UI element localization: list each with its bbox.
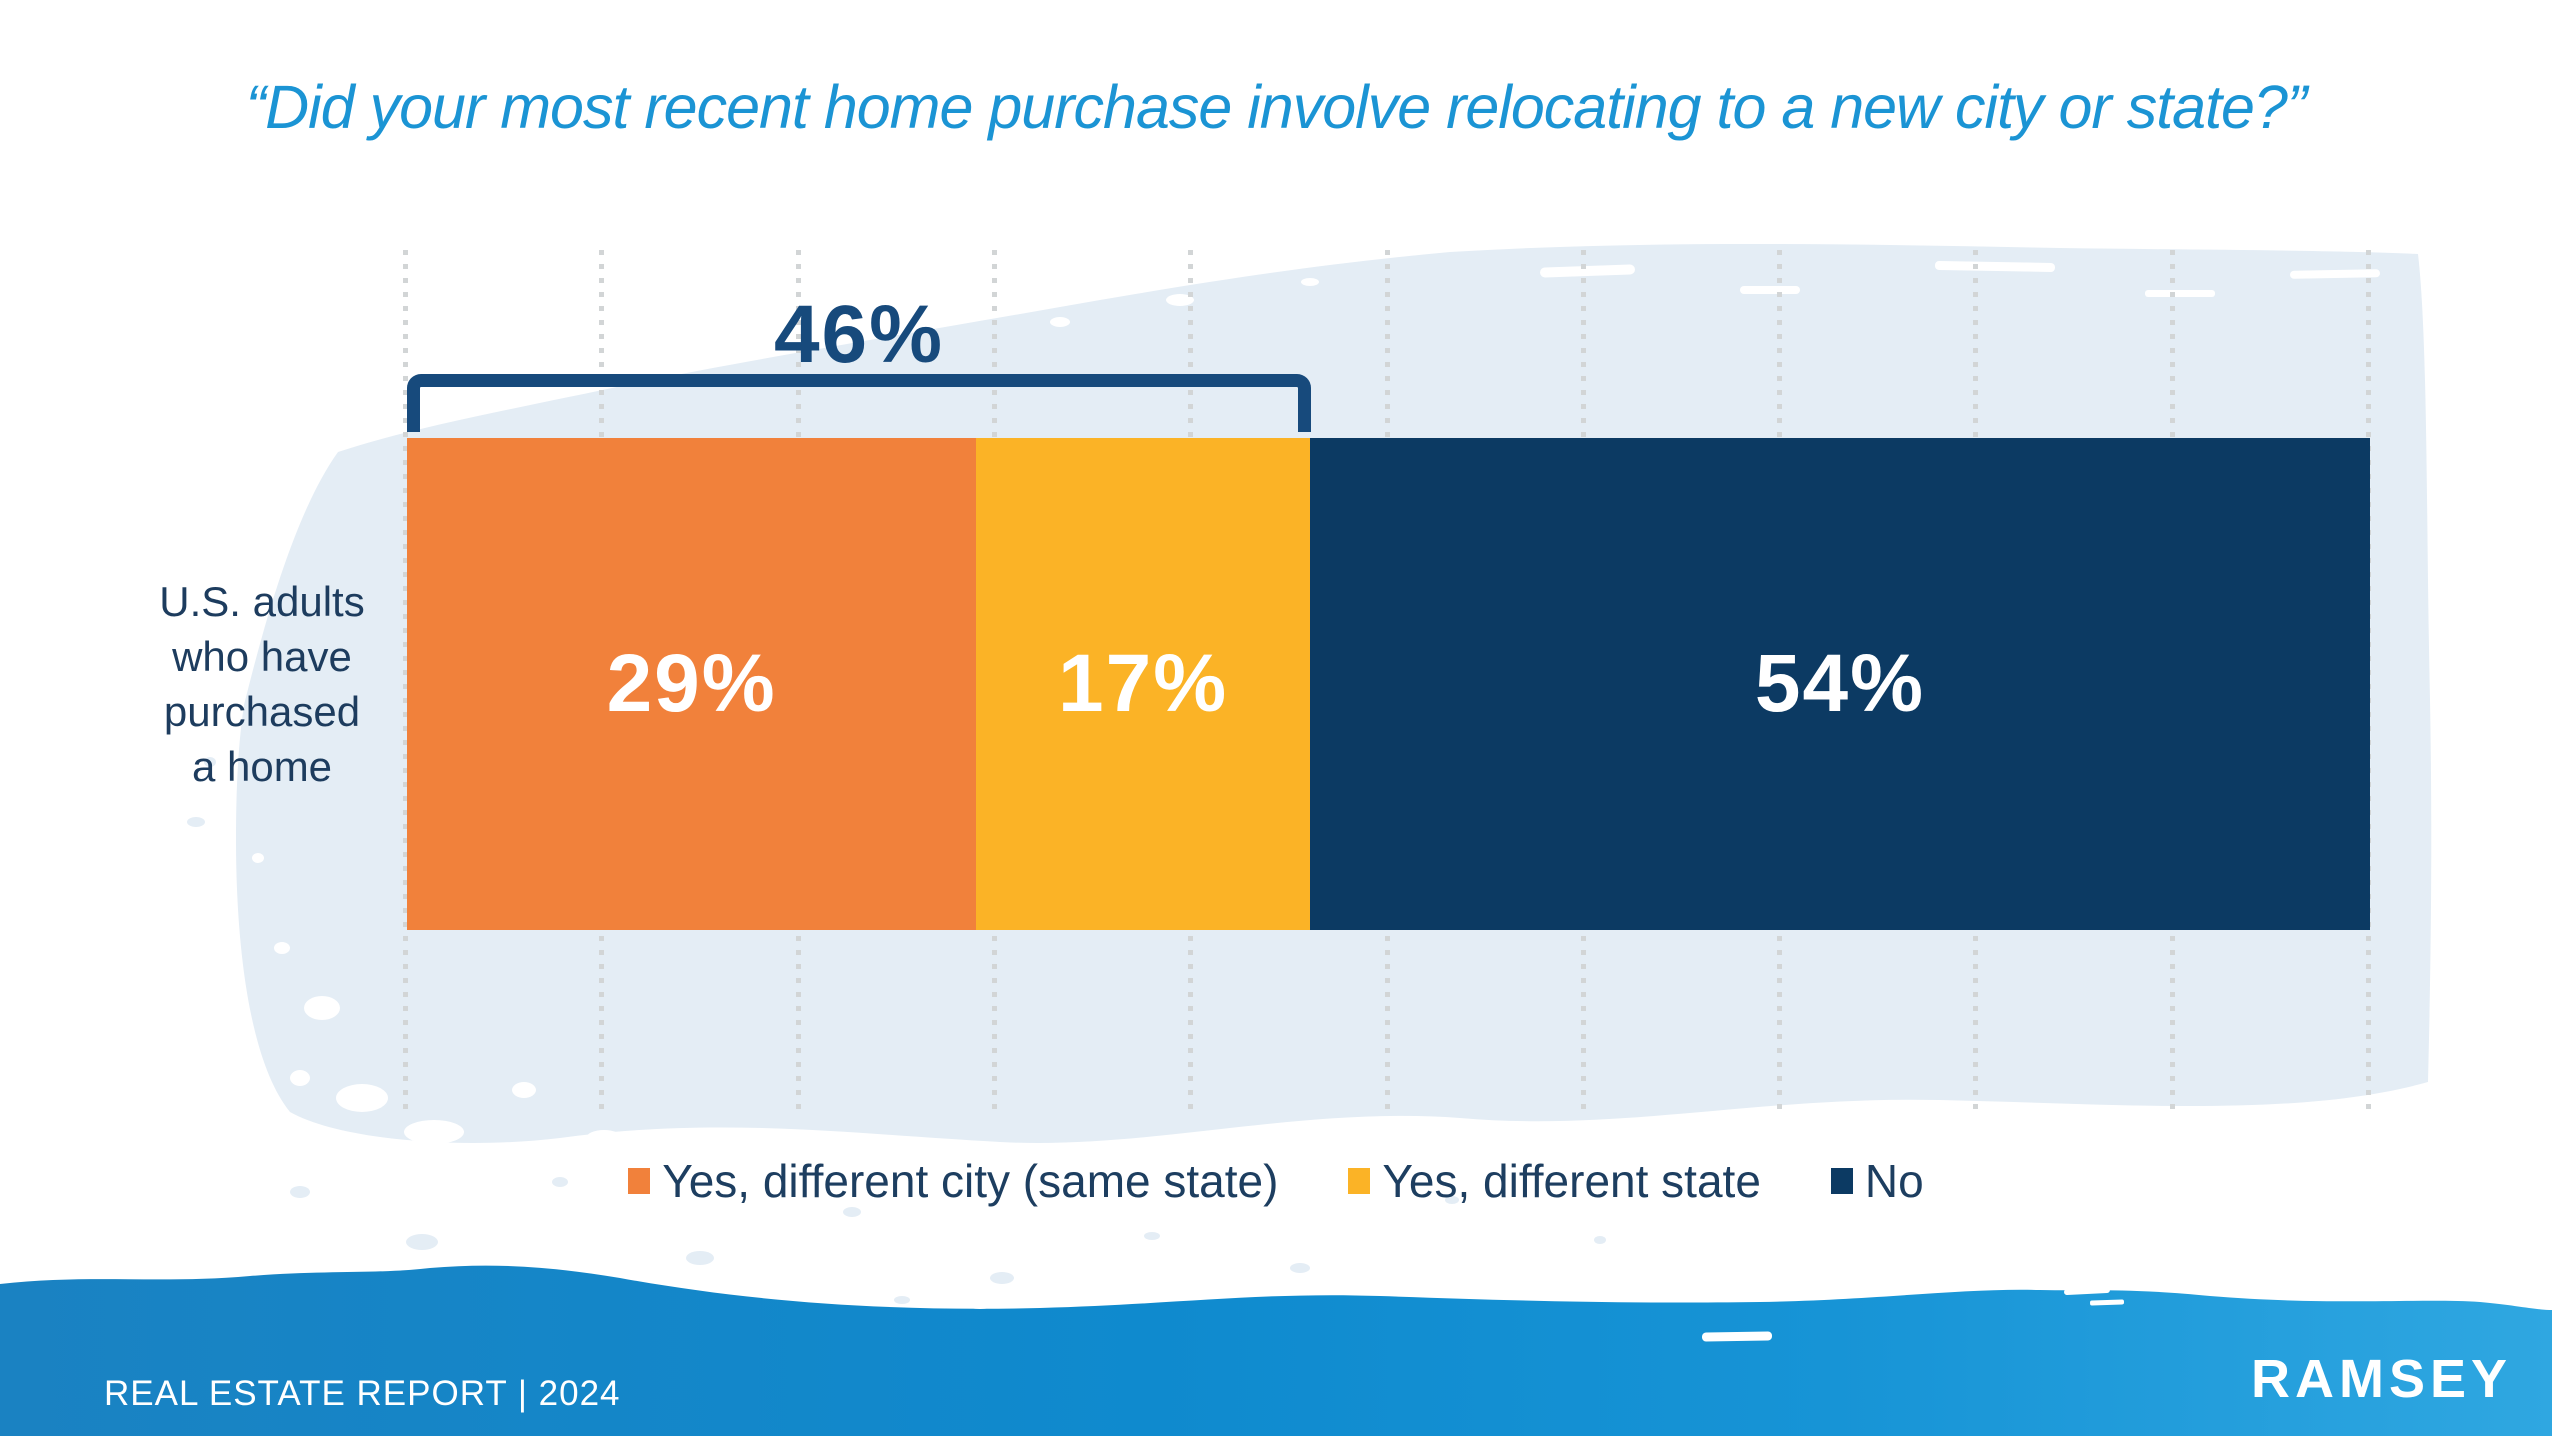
segment-value-label: 54%: [1754, 638, 1926, 729]
bracket-annotation-label: 46%: [773, 289, 945, 380]
bracket-annotation-shape: [407, 374, 1311, 432]
category-line: who have: [172, 633, 352, 680]
legend-label: No: [1864, 1155, 1924, 1207]
legend-item-yes-different-state: Yes, different state: [1348, 1154, 1761, 1208]
legend-label: Yes, different city (same state): [662, 1155, 1279, 1207]
legend-swatch-orange: [628, 1168, 651, 1194]
report-label: REAL ESTATE REPORT | 2024: [104, 1374, 621, 1413]
bar-segment-yes-different-state: 17%: [976, 438, 1310, 930]
legend-swatch-amber: [1348, 1168, 1371, 1194]
legend-swatch-navy: [1830, 1168, 1853, 1194]
segment-value-label: 29%: [606, 638, 777, 729]
legend-item-yes-different-city: Yes, different city (same state): [628, 1154, 1278, 1208]
bar-segment-no: 54%: [1309, 438, 2370, 930]
category-line: U.S. adults: [159, 578, 365, 625]
chart-title: “Did your most recent home purchase invo…: [245, 73, 2307, 141]
legend-item-no: No: [1830, 1154, 1924, 1208]
category-line: a home: [191, 743, 333, 790]
segment-value-label: 17%: [1058, 638, 1229, 729]
stacked-bar: 29% 17% 54%: [407, 438, 2370, 930]
legend: Yes, different city (same state) Yes, di…: [0, 1150, 2552, 1212]
ramsey-logo: RAMSEY: [2250, 1349, 2512, 1409]
bar-segment-yes-different-city: 29%: [407, 438, 977, 930]
legend-label: Yes, different state: [1382, 1155, 1761, 1207]
category-line: purchased: [163, 688, 361, 735]
category-axis-label: U.S. adults who have purchased a home: [92, 574, 432, 794]
